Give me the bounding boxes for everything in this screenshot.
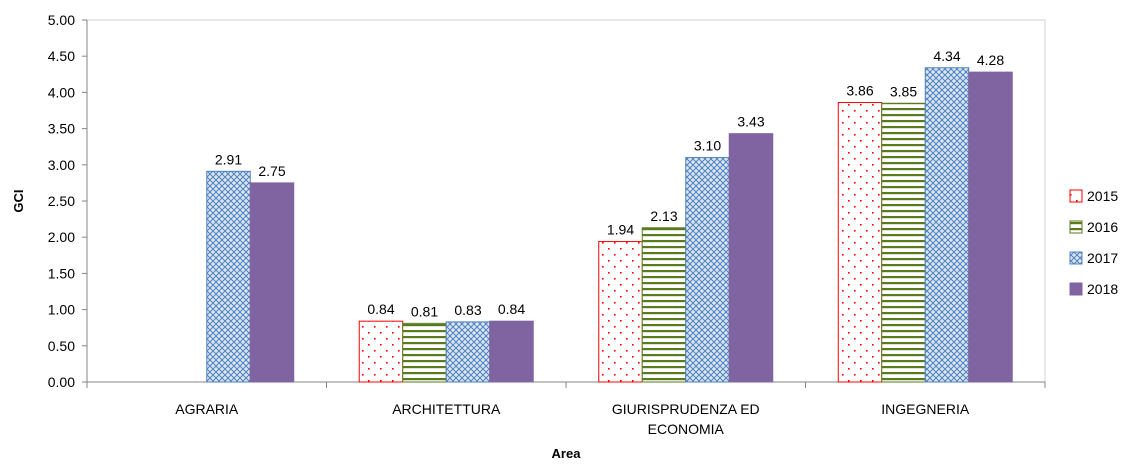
- y-tick-label: 1.00: [48, 302, 75, 318]
- bar-2018-2: [728, 133, 774, 383]
- bar-2016-2: [641, 227, 687, 383]
- y-tick-label: 3.50: [48, 121, 75, 137]
- data-label: 3.43: [737, 114, 764, 130]
- x-tick-label: INGEGNERIA: [881, 401, 970, 417]
- legend-swatch-2015: [1069, 189, 1083, 203]
- y-tick-label: 0.50: [48, 338, 75, 354]
- data-label: 0.83: [454, 302, 481, 318]
- bar-2015-3: [837, 102, 883, 383]
- data-label: 0.84: [498, 301, 525, 317]
- legend-label: 2016: [1087, 219, 1118, 235]
- y-tick-label: 4.00: [48, 84, 75, 100]
- x-axis-title: Area: [552, 446, 582, 461]
- legend-swatch-2016: [1069, 220, 1083, 234]
- bar-2018-3: [968, 71, 1013, 383]
- data-label: 2.13: [650, 208, 677, 224]
- data-label: 0.81: [411, 303, 438, 319]
- bar-2015-1: [358, 320, 404, 383]
- y-tick-label: 1.50: [48, 265, 75, 281]
- data-label: 4.34: [933, 48, 960, 64]
- legend-label: 2018: [1087, 281, 1118, 297]
- bar-2018-0: [249, 182, 295, 383]
- legend-swatch-2017: [1069, 251, 1083, 265]
- bar-2017-2: [685, 157, 730, 383]
- data-label: 0.84: [367, 301, 394, 317]
- bar-2018-1: [489, 320, 534, 383]
- legend-swatch-2018: [1069, 282, 1083, 296]
- data-label: 2.75: [258, 163, 285, 179]
- legend-label: 2017: [1087, 250, 1118, 266]
- bar-2017-3: [924, 67, 970, 383]
- data-label: 4.28: [977, 52, 1004, 68]
- legend-label: 2015: [1087, 188, 1118, 204]
- data-label: 2.91: [215, 151, 242, 167]
- data-label: 3.86: [846, 83, 873, 99]
- data-label: 1.94: [607, 222, 634, 238]
- x-tick-label: AGRARIA: [175, 401, 239, 417]
- x-tick-label: ECONOMIA: [648, 421, 725, 437]
- y-tick-label: 0.00: [48, 374, 75, 390]
- y-tick-label: 2.50: [48, 193, 75, 209]
- x-tick-label: ARCHITETTURA: [392, 401, 501, 417]
- bar-2016-1: [402, 322, 447, 383]
- y-tick-label: 2.00: [48, 229, 75, 245]
- y-tick-label: 5.00: [48, 12, 75, 28]
- y-axis-title: GCI: [11, 189, 26, 212]
- y-tick-label: 4.50: [48, 48, 75, 64]
- data-label: 3.85: [890, 83, 917, 99]
- bar-2016-3: [881, 102, 926, 383]
- y-tick-label: 3.00: [48, 157, 75, 173]
- bar-2015-2: [598, 241, 643, 383]
- x-tick-label: GIURISPRUDENZA ED: [612, 401, 760, 417]
- bar-2017-1: [445, 321, 491, 383]
- data-label: 3.10: [694, 138, 721, 154]
- bar-2017-0: [206, 170, 251, 383]
